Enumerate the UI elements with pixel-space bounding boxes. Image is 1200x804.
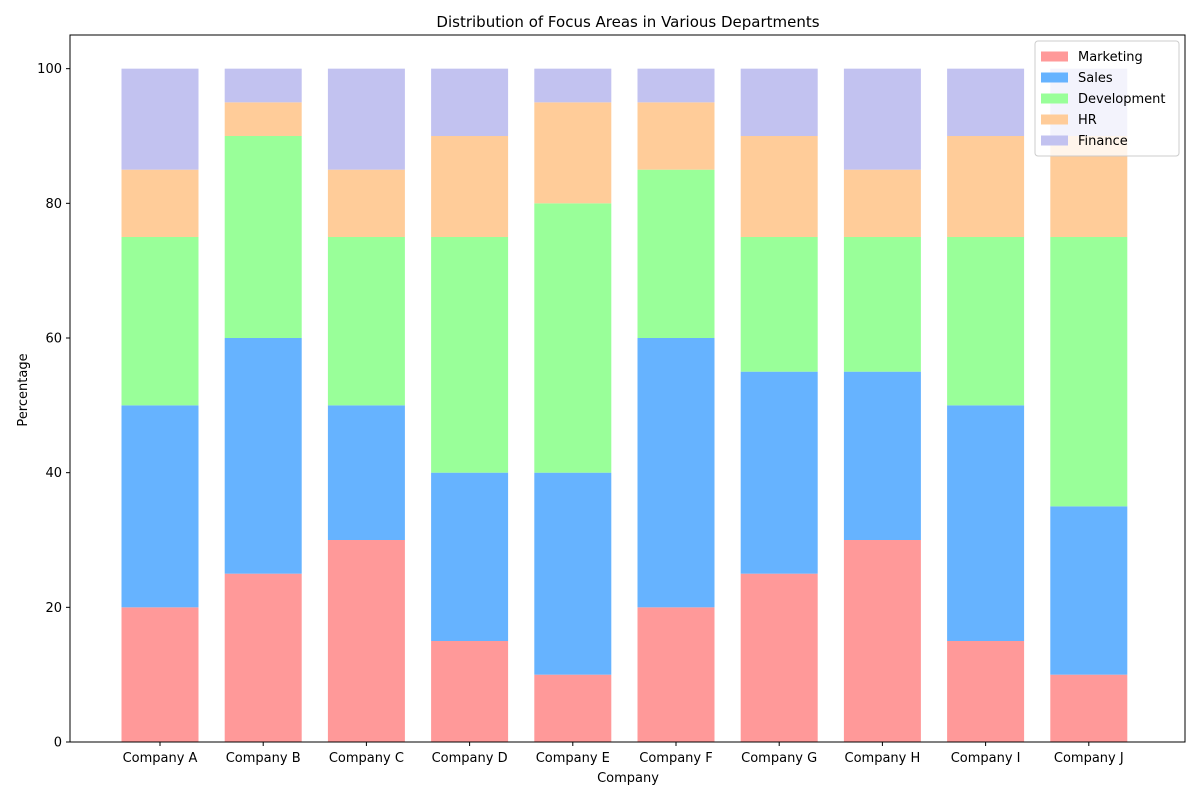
bar-hr-2 [224, 102, 302, 136]
x-tick-label: Company I [951, 751, 1021, 766]
legend-swatch-hr [1041, 114, 1068, 125]
bar-development-9 [947, 237, 1025, 406]
bar-hr-4 [431, 136, 509, 237]
bar-sales-10 [1050, 506, 1128, 675]
x-tick-label: Company J [1054, 751, 1124, 766]
bar-marketing-2 [224, 573, 302, 742]
bar-marketing-10 [1050, 674, 1128, 742]
y-tick-label: 80 [45, 197, 62, 212]
legend: Marketing Sales Development HR Finance [1034, 40, 1180, 157]
x-tick-label: Company A [123, 751, 198, 766]
bar-hr-5 [534, 102, 612, 204]
y-tick-label: 40 [45, 466, 62, 481]
legend-box [1034, 40, 1180, 157]
y-tick-label: 100 [37, 62, 62, 77]
x-axis-label: Company [597, 771, 659, 786]
bar-sales-2 [224, 338, 302, 574]
bar-sales-9 [947, 405, 1025, 641]
legend-label-marketing: Marketing [1078, 50, 1143, 65]
x-tick-label: Company F [639, 751, 712, 766]
bar-marketing-1 [121, 607, 199, 742]
bar-finance-8 [843, 68, 921, 170]
legend-label-hr: HR [1078, 113, 1097, 128]
legend-label-sales: Sales [1078, 71, 1113, 86]
bar-marketing-4 [431, 641, 509, 742]
legend-label-finance: Finance [1078, 134, 1128, 149]
bar-sales-6 [637, 338, 715, 608]
y-tick-label: 0 [54, 736, 62, 751]
bar-development-3 [327, 237, 405, 406]
legend-swatch-marketing [1041, 51, 1068, 62]
legend-label-development: Development [1078, 92, 1166, 107]
bar-sales-5 [534, 472, 612, 675]
bar-development-4 [431, 237, 509, 473]
bar-finance-1 [121, 68, 199, 170]
bar-development-7 [740, 237, 818, 372]
bar-sales-3 [327, 405, 405, 540]
bar-development-1 [121, 237, 199, 406]
x-axis: Company A Company B Company C Company D Comp… [123, 742, 1124, 766]
bar-finance-5 [534, 68, 612, 103]
bars-layer [121, 68, 1128, 742]
bar-finance-2 [224, 68, 302, 103]
bar-development-2 [224, 136, 302, 338]
bar-marketing-9 [947, 641, 1025, 742]
bar-hr-3 [327, 169, 405, 237]
bar-hr-6 [637, 102, 715, 170]
bar-sales-1 [121, 405, 199, 608]
bar-development-8 [843, 237, 921, 372]
x-tick-label: Company E [536, 751, 610, 766]
y-axis: 0 20 40 60 80 100 [37, 62, 70, 751]
bar-hr-7 [740, 136, 818, 237]
bar-finance-3 [327, 68, 405, 170]
bar-marketing-3 [327, 540, 405, 742]
bar-sales-8 [843, 371, 921, 540]
legend-swatch-finance [1041, 135, 1068, 146]
x-tick-label: Company G [741, 751, 817, 766]
bar-sales-4 [431, 472, 509, 641]
y-axis-label: Percentage [16, 353, 31, 426]
legend-swatch-sales [1041, 72, 1068, 83]
bar-finance-4 [431, 68, 509, 136]
x-tick-label: Company C [329, 751, 404, 766]
bar-development-5 [534, 203, 612, 473]
chart-title: Distribution of Focus Areas in Various D… [436, 13, 819, 31]
bar-marketing-7 [740, 573, 818, 742]
x-tick-label: Company H [845, 751, 921, 766]
bar-hr-1 [121, 169, 199, 237]
y-tick-label: 20 [45, 601, 62, 616]
x-tick-label: Company D [432, 751, 508, 766]
bar-marketing-5 [534, 674, 612, 742]
bar-finance-7 [740, 68, 818, 136]
legend-swatch-development [1041, 93, 1068, 104]
bar-sales-7 [740, 371, 818, 574]
bar-hr-9 [947, 136, 1025, 237]
bar-marketing-8 [843, 540, 921, 742]
bar-finance-6 [637, 68, 715, 103]
bar-development-10 [1050, 237, 1128, 507]
bar-development-6 [637, 169, 715, 338]
y-tick-label: 60 [45, 332, 62, 347]
plot-frame [69, 34, 1186, 743]
bar-marketing-6 [637, 607, 715, 742]
x-tick-label: Company B [226, 751, 301, 766]
bar-hr-8 [843, 169, 921, 237]
bar-finance-9 [947, 68, 1025, 136]
